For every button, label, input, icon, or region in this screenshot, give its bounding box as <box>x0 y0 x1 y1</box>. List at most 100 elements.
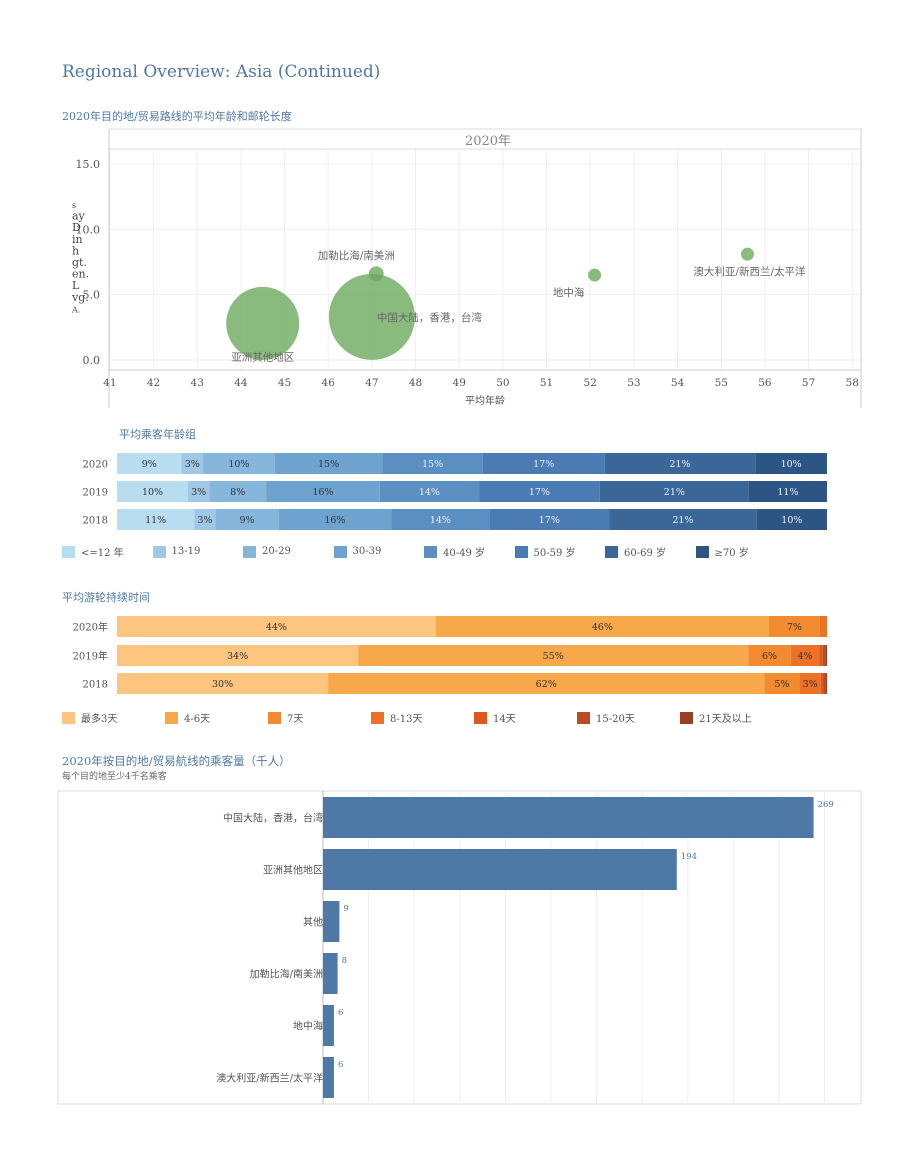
legend-item[interactable]: 30-39 <box>333 544 425 559</box>
stacked-bar-segment[interactable] <box>117 616 436 637</box>
stacked-bar-label: 6% <box>762 651 777 662</box>
passenger-value-label: 194 <box>681 852 697 862</box>
stacked-bar-segment[interactable] <box>194 509 216 530</box>
stacked-bar-segment[interactable] <box>755 453 827 474</box>
legend-item[interactable]: 60-69 岁 <box>605 544 696 559</box>
passenger-bar[interactable] <box>323 1057 334 1098</box>
passenger-category-label: 其他 <box>303 916 323 929</box>
stacked-bar-segment[interactable] <box>358 645 749 666</box>
stacked-bar-segment[interactable] <box>382 453 483 474</box>
stacked-bar-segment[interactable] <box>748 645 791 666</box>
scatter-x-tick: 44 <box>234 377 248 389</box>
scatter-x-tick: 46 <box>322 377 336 389</box>
age-group-chart: 2020 9% 3% 10% 15% 15% 17% 21% 10% 2019 10% 3% 8% 16%… <box>83 453 827 530</box>
stacked-bar-segment[interactable] <box>823 673 826 694</box>
legend-swatch <box>62 711 75 724</box>
stacked-bar-segment[interactable] <box>599 481 749 502</box>
stacked-bar-segment[interactable] <box>181 453 204 474</box>
legend-item[interactable]: 50-59 岁 <box>514 544 606 559</box>
stacked-bar-segment[interactable] <box>790 645 820 666</box>
scatter-x-tick: 48 <box>409 377 422 389</box>
passenger-bar[interactable] <box>323 1005 334 1046</box>
stacked-bar-segment[interactable] <box>117 673 329 694</box>
legend-item[interactable]: 15-20天 <box>577 710 680 725</box>
scatter-x-tick: 49 <box>453 377 466 389</box>
stacked-bar-segment[interactable] <box>479 481 600 502</box>
legend-item[interactable]: 最多3天 <box>62 710 165 725</box>
stacked-bar-segment[interactable] <box>609 509 757 530</box>
stacked-bar-label: 16% <box>312 487 333 498</box>
legend-item[interactable]: 20-29 <box>243 544 334 559</box>
scatter-y-tick: 15.0 <box>76 158 101 171</box>
legend-item[interactable]: ≥70 岁 <box>695 544 787 559</box>
stacked-bar-segment[interactable] <box>764 673 800 694</box>
scatter-y-axis-label-part: s <box>72 201 76 210</box>
passenger-value-label: 6 <box>338 1008 343 1018</box>
stacked-category-label: 2018 <box>83 516 108 527</box>
passenger-bar[interactable] <box>323 901 340 942</box>
stacked-bar-segment[interactable] <box>604 453 756 474</box>
legend-item[interactable]: 13-19 <box>152 544 244 559</box>
stacked-bar-label: 3% <box>185 459 200 470</box>
stacked-bar-segment[interactable] <box>820 673 824 694</box>
stacked-bar-segment[interactable] <box>769 616 820 637</box>
stacked-bar-segment[interactable] <box>819 616 827 637</box>
stacked-bar-segment[interactable] <box>825 645 827 666</box>
scatter-point[interactable] <box>740 247 754 261</box>
legend-item[interactable]: <=12 年 <box>62 544 153 559</box>
scatter-point[interactable] <box>588 268 602 282</box>
stacked-bar-segment[interactable] <box>822 645 826 666</box>
stacked-bar-label: 46% <box>592 622 613 633</box>
stacked-bar-segment[interactable] <box>117 645 359 666</box>
stacked-bar-segment[interactable] <box>825 673 827 694</box>
scatter-y-axis-label-part: in <box>72 233 83 246</box>
legend-label: 60-69 岁 <box>624 548 667 559</box>
stacked-bar-label: 3% <box>803 679 818 690</box>
legend-label: 30-39 <box>352 546 382 557</box>
stacked-bar-label: 16% <box>324 515 345 526</box>
stacked-bar-segment[interactable] <box>435 616 770 637</box>
legend-item[interactable]: 8-13天 <box>371 710 474 725</box>
legend-item[interactable]: 21天及以上 <box>680 710 783 725</box>
legend-swatch <box>152 545 166 558</box>
legend-item[interactable]: 14天 <box>474 710 577 725</box>
legend-item[interactable]: 7天 <box>268 710 371 725</box>
stacked-bar-segment[interactable] <box>274 453 383 474</box>
stacked-bar-segment[interactable] <box>215 509 279 530</box>
passenger-bar[interactable] <box>323 953 338 994</box>
stacked-bar-segment[interactable] <box>188 481 210 502</box>
stacked-bar-segment[interactable] <box>489 509 610 530</box>
passenger-category-label: 亚洲其他地区 <box>263 864 323 877</box>
stacked-bar-label: 14% <box>430 515 451 526</box>
stacked-bar-label: 10% <box>142 487 163 498</box>
legend-swatch <box>62 545 75 558</box>
duration-legend: 最多3天 4-6天 7天 8-13天 14天 15-20天 21天及以上 <box>62 710 783 725</box>
stacked-bar-segment[interactable] <box>203 453 275 474</box>
legend-swatch <box>605 545 618 558</box>
scatter-point[interactable] <box>328 273 415 360</box>
stacked-bar-segment[interactable] <box>756 509 827 530</box>
stacked-bar-segment[interactable] <box>117 481 188 502</box>
stacked-bar-segment[interactable] <box>278 509 392 530</box>
scatter-x-tick: 41 <box>103 377 116 389</box>
stacked-bar-segment[interactable] <box>266 481 380 502</box>
stacked-bar-segment[interactable] <box>819 645 823 666</box>
stacked-bar-segment[interactable] <box>328 673 765 694</box>
stacked-bar-segment[interactable] <box>482 453 605 474</box>
legend-item[interactable]: 4-6天 <box>165 710 268 725</box>
legend-item[interactable]: 40-49 岁 <box>424 544 515 559</box>
legend-swatch <box>371 711 384 724</box>
stacked-bar-segment[interactable] <box>748 481 827 502</box>
legend-label: 最多3天 <box>81 714 118 725</box>
passenger-bar[interactable] <box>323 849 677 890</box>
legend-swatch <box>243 545 256 558</box>
stacked-bar-segment[interactable] <box>391 509 490 530</box>
stacked-bar-segment[interactable] <box>379 481 480 502</box>
scatter-point[interactable] <box>226 286 300 360</box>
stacked-bar-segment[interactable] <box>117 453 182 474</box>
stacked-bar-segment[interactable] <box>799 673 821 694</box>
scatter-point[interactable] <box>368 266 384 282</box>
stacked-bar-segment[interactable] <box>117 509 195 530</box>
stacked-bar-segment[interactable] <box>209 481 267 502</box>
passenger-bar[interactable] <box>323 797 814 838</box>
